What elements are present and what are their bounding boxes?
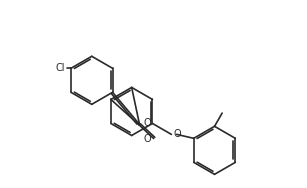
Text: Cl: Cl — [56, 63, 65, 73]
Text: O: O — [143, 133, 151, 143]
Text: O: O — [143, 118, 151, 128]
Text: O: O — [173, 129, 181, 139]
